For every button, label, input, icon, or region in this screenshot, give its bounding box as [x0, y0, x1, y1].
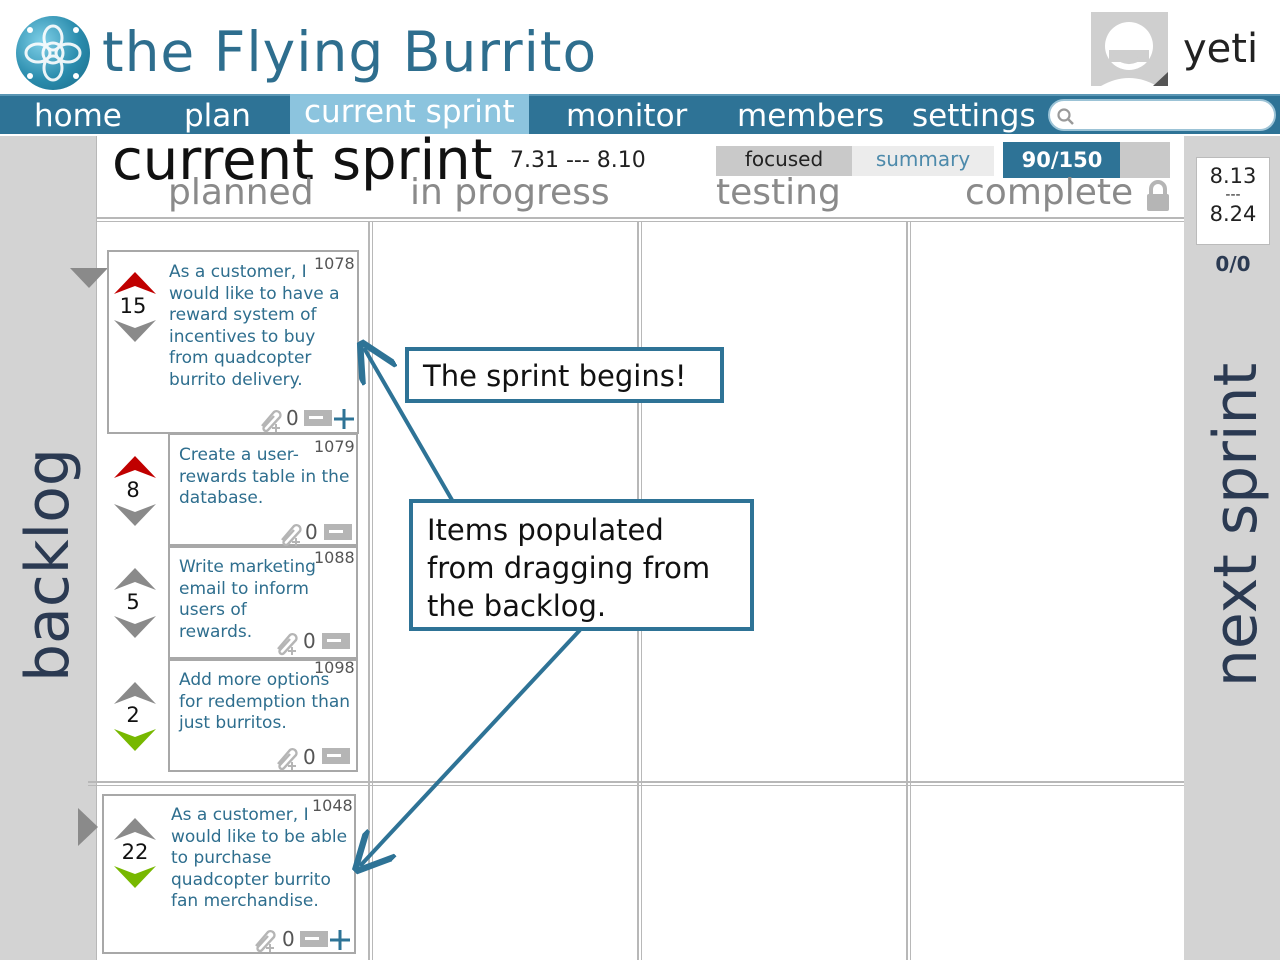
callout-sprint-begins: The sprint begins!: [405, 347, 724, 403]
story-points: 2: [126, 703, 140, 727]
column-divider-3: [906, 222, 908, 960]
comment-icon[interactable]: [322, 748, 352, 766]
comment-icon[interactable]: [304, 410, 334, 428]
priority-up-arrow-icon[interactable]: [114, 568, 156, 590]
story-text: Add more options for redemption than jus…: [179, 670, 351, 733]
add-subtask-icon[interactable]: [328, 928, 352, 952]
next-sprint-end: 8.24: [1209, 202, 1257, 226]
next-sprint-start: 8.13: [1209, 164, 1257, 188]
story-text: As a customer, I would like to be able t…: [171, 805, 348, 911]
priority-down-arrow-icon[interactable]: [114, 320, 156, 342]
column-header-in-progress: in progress: [410, 172, 610, 213]
column-divider-1: [368, 222, 370, 960]
avatar[interactable]: [1091, 12, 1168, 86]
next-sprint-panel[interactable]: [1184, 136, 1280, 960]
board-header-divider-inner: [96, 221, 1184, 222]
app-title: the Flying Burrito: [102, 20, 598, 84]
story-points: 8: [126, 478, 140, 502]
story-id: 1098: [314, 658, 355, 677]
column-header-complete: complete: [965, 172, 1134, 213]
priority-up-arrow-icon[interactable]: [114, 272, 156, 294]
story-text: Create a user-rewards table in the datab…: [179, 445, 350, 508]
sprint-dates: 7.31 --- 8.10: [510, 148, 646, 173]
search-input[interactable]: [1048, 99, 1276, 131]
story-text: Write marketing email to inform users of…: [179, 557, 316, 642]
capacity-label: 90/150: [1021, 148, 1103, 172]
next-sprint-label: next sprint: [1201, 362, 1271, 688]
callout-arrow-to-backlog-story: [360, 628, 582, 866]
nav-monitor[interactable]: monitor: [566, 98, 688, 134]
story-points: 15: [119, 294, 147, 318]
capacity-bar: 90/150: [1003, 142, 1170, 178]
swimlane-divider: [88, 781, 1184, 783]
collapse-triangle-icon[interactable]: [70, 268, 108, 290]
story-card[interactable]: [107, 250, 359, 434]
column-divider-3b: [910, 222, 911, 960]
view-summary-toggle[interactable]: summary: [852, 146, 994, 176]
board-left-edge: [96, 136, 97, 960]
column-divider-1b: [372, 222, 373, 960]
swimlane-divider-inner: [88, 785, 1184, 786]
story-id: 1048: [312, 796, 353, 815]
nav-plan[interactable]: plan: [184, 98, 251, 134]
next-sprint-dates: 8.13 --- 8.24: [1196, 157, 1270, 245]
attachment-count: 0: [282, 927, 295, 951]
comment-icon[interactable]: [300, 931, 330, 949]
expand-triangle-icon[interactable]: [78, 808, 98, 846]
attachment-count: 0: [305, 520, 318, 544]
attachment-icon[interactable]: [248, 924, 278, 954]
main-nav: home plan current sprint monitor members…: [0, 94, 1280, 134]
story-points: 5: [126, 590, 140, 614]
nav-members[interactable]: members: [737, 98, 885, 134]
nav-settings[interactable]: settings: [912, 98, 1036, 134]
priority-down-arrow-icon[interactable]: [114, 866, 156, 888]
attachment-icon[interactable]: [274, 518, 304, 548]
priority-down-arrow-icon[interactable]: [114, 729, 156, 751]
priority-up-arrow-icon[interactable]: [114, 456, 156, 478]
nav-home[interactable]: home: [34, 98, 122, 134]
comment-icon[interactable]: [322, 633, 352, 651]
add-subtask-icon[interactable]: [332, 407, 356, 431]
story-text: As a customer, I would like to have a re…: [169, 262, 340, 390]
backlog-label: backlog: [13, 447, 83, 683]
attachment-icon[interactable]: [270, 742, 300, 772]
story-id: 1078: [314, 254, 355, 273]
next-sprint-count: 0/0: [1215, 252, 1251, 276]
priority-down-arrow-icon[interactable]: [114, 504, 156, 526]
comment-icon[interactable]: [324, 524, 354, 542]
lock-icon[interactable]: [1145, 180, 1171, 212]
attachment-count: 0: [303, 745, 316, 769]
view-focused-toggle[interactable]: focused: [716, 146, 852, 176]
story-points: 22: [121, 840, 149, 864]
priority-down-arrow-icon[interactable]: [114, 616, 156, 638]
priority-up-arrow-icon[interactable]: [114, 682, 156, 704]
nav-current-sprint[interactable]: current sprint: [290, 94, 529, 134]
story-id: 1088: [314, 548, 355, 567]
attachment-count: 0: [303, 629, 316, 653]
priority-up-arrow-icon[interactable]: [114, 818, 156, 840]
board-header-divider: [96, 217, 1184, 219]
next-sprint-sep: ---: [1225, 187, 1241, 203]
app-logo: [16, 16, 90, 90]
story-id: 1079: [314, 437, 355, 456]
callout-items-populated: Items populated from dragging from the b…: [409, 499, 754, 631]
logo-icon: [24, 24, 82, 82]
attachment-icon[interactable]: [270, 627, 300, 657]
attachment-icon[interactable]: [254, 404, 284, 434]
attachment-count: 0: [286, 406, 299, 430]
user-avatar-icon: [1091, 12, 1168, 86]
page-title: current sprint: [112, 128, 493, 193]
search-icon: [1057, 108, 1074, 125]
username[interactable]: yeti: [1183, 26, 1259, 72]
column-header-planned: planned: [168, 172, 314, 213]
column-header-testing: testing: [716, 172, 841, 213]
capacity-fill: [1003, 142, 1120, 178]
